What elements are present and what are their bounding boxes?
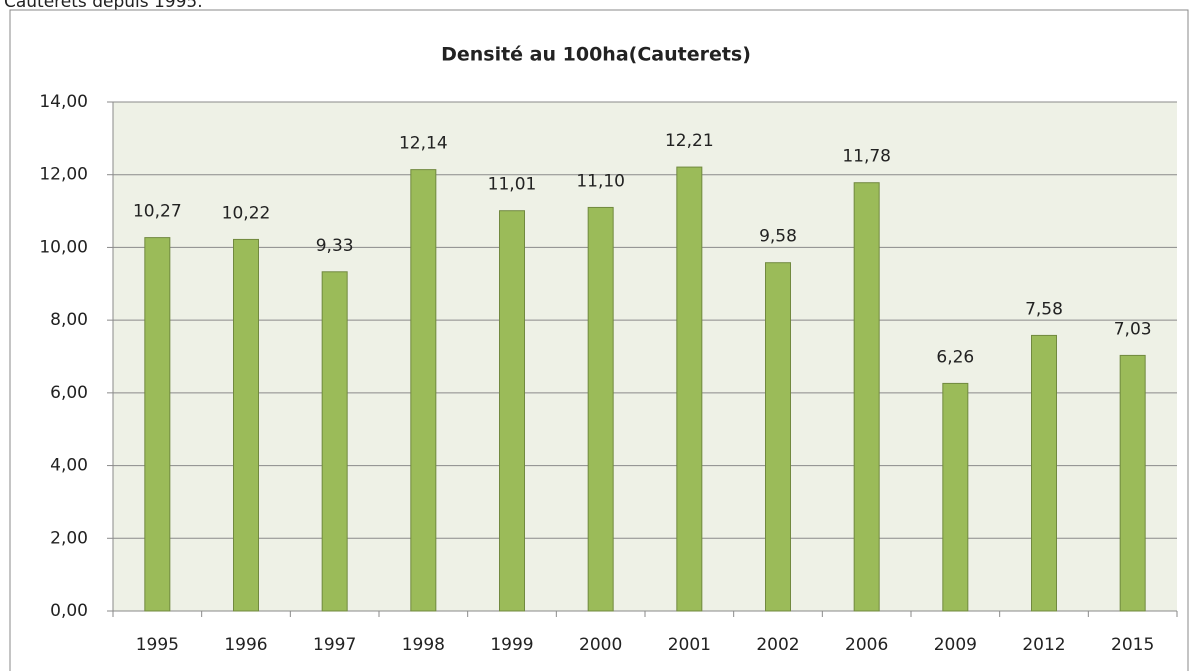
- bar: [499, 210, 525, 612]
- bar: [942, 382, 969, 612]
- bar: [765, 262, 791, 612]
- bar: [410, 169, 437, 612]
- x-tick-label: 1997: [313, 635, 356, 655]
- y-tick-label: 2,00: [50, 528, 88, 548]
- x-tick-label: 1999: [490, 635, 533, 655]
- x-tick-label: 2012: [1022, 635, 1065, 655]
- x-tick-label: 2015: [1111, 635, 1154, 655]
- x-tick-label: 2001: [668, 635, 711, 655]
- y-tick-label: 10,00: [39, 237, 88, 257]
- data-label: 9,58: [759, 227, 797, 247]
- bar: [853, 182, 880, 612]
- bar: [144, 237, 171, 612]
- data-label: 11,10: [576, 171, 625, 191]
- x-tick-label: 1998: [402, 635, 445, 655]
- data-label: 12,21: [665, 131, 714, 151]
- data-label: 9,33: [316, 236, 354, 256]
- x-tick-label: 2006: [845, 635, 888, 655]
- plot-area: [113, 102, 1177, 611]
- bar: [676, 166, 703, 612]
- x-tick-label: 1996: [224, 635, 267, 655]
- x-tick-label: 2009: [934, 635, 977, 655]
- y-tick-label: 8,00: [50, 310, 88, 330]
- y-tick-label: 12,00: [39, 165, 88, 185]
- x-tick-label: 2000: [579, 635, 622, 655]
- y-tick-label: 4,00: [50, 456, 88, 476]
- data-label: 7,58: [1025, 299, 1063, 319]
- y-tick-label: 14,00: [39, 92, 88, 112]
- bar: [587, 206, 614, 612]
- data-label: 10,22: [222, 203, 271, 223]
- bar: [1031, 334, 1057, 612]
- bar: [321, 271, 348, 612]
- chart-title: Densité au 100ha(Cauterets): [441, 44, 751, 66]
- bar: [233, 238, 259, 612]
- data-label: 12,14: [399, 134, 448, 154]
- data-label: 11,78: [842, 147, 891, 167]
- data-label: 7,03: [1114, 319, 1152, 339]
- y-tick-label: 0,00: [50, 601, 88, 621]
- y-tick-label: 6,00: [50, 383, 88, 403]
- caption: Cauterets depuis 1995.: [4, 0, 203, 12]
- data-label: 11,01: [488, 175, 537, 195]
- data-label: 6,26: [936, 347, 974, 367]
- x-tick-label: 1995: [136, 635, 179, 655]
- bar: [1119, 354, 1146, 612]
- data-label: 10,27: [133, 202, 182, 222]
- x-tick-label: 2002: [756, 635, 799, 655]
